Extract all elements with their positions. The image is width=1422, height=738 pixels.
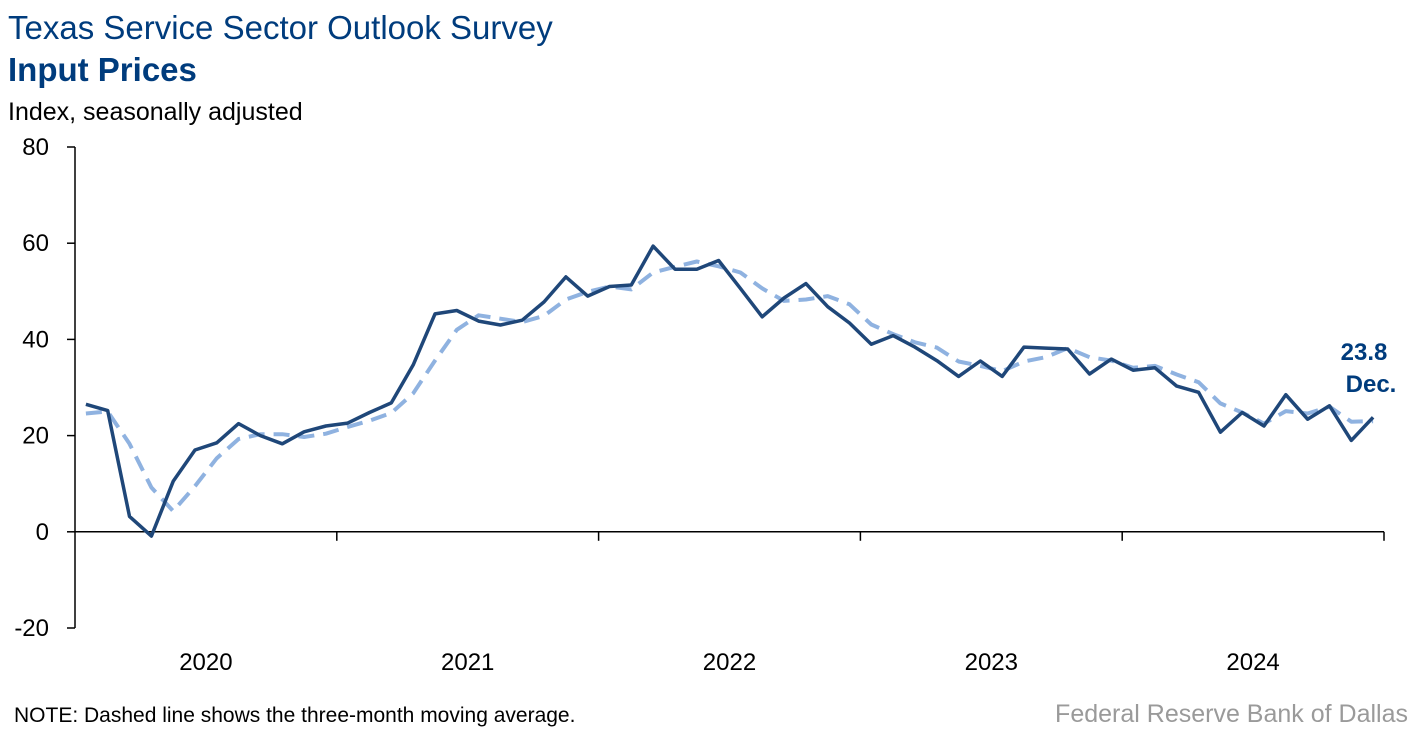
input-prices-line: [85, 244, 1375, 538]
x-tick-label: 2020: [179, 649, 232, 676]
chart-note: NOTE: Dashed line shows the three-month …: [14, 704, 576, 727]
x-tick-labels: 2020 2021 2022 2023 2024: [179, 649, 1280, 676]
x-tick-label: 2024: [1226, 649, 1279, 676]
y-tick-label: 0: [36, 519, 49, 546]
y-axis-units: Index, seasonally adjusted: [8, 98, 303, 126]
x-tick-label: 2022: [703, 649, 756, 676]
latest-month-label: Dec.: [1346, 371, 1397, 398]
x-tick-label: 2023: [965, 649, 1018, 676]
x-tick-label: 2021: [441, 649, 494, 676]
chart-subtitle: Input Prices: [8, 51, 197, 88]
latest-value-label: 23.8: [1341, 339, 1388, 366]
chart-title: Texas Service Sector Outlook Survey: [8, 9, 553, 46]
series-lines: [85, 244, 1375, 538]
y-tick-label: 40: [22, 326, 49, 353]
chart-axes: [67, 146, 1385, 629]
y-tick-labels: -20 0 20 40 60 80: [14, 134, 49, 642]
y-tick-label: 80: [22, 134, 49, 161]
y-tick-label: -20: [14, 615, 49, 642]
y-tick-label: 60: [22, 230, 49, 257]
moving-average-line: [85, 259, 1374, 514]
source-credit: Federal Reserve Bank of Dallas: [1055, 700, 1408, 728]
y-tick-label: 20: [22, 423, 49, 450]
